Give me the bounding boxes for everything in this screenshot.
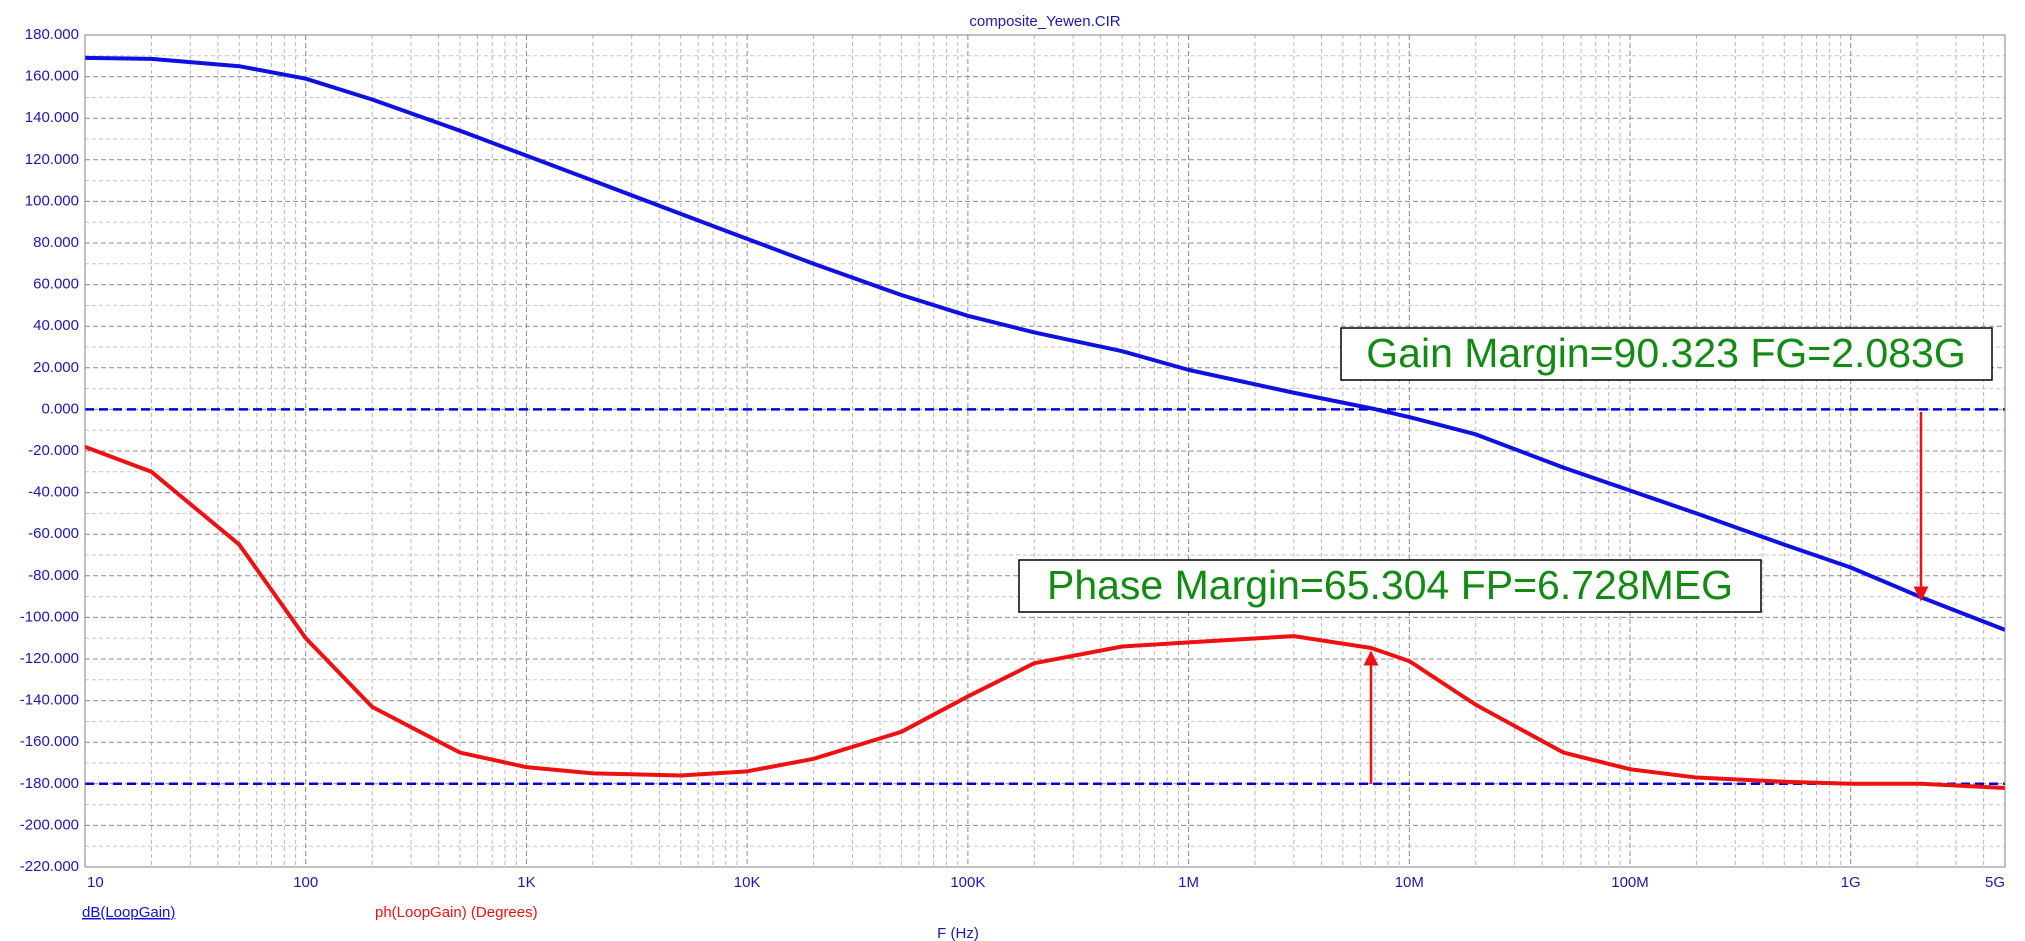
x-tick-label: 10M	[1395, 874, 1424, 891]
legend-entry: ph(LoopGain) (Degrees)	[375, 904, 538, 921]
y-tick-label: -80.000	[28, 567, 79, 584]
y-tick-label: 140.000	[25, 109, 79, 126]
x-tick-label: 1K	[517, 874, 535, 891]
y-tick-label: 120.000	[25, 151, 79, 168]
y-tick-label: -200.000	[20, 816, 79, 833]
y-tick-label: 180.000	[25, 26, 79, 43]
annotation-box	[1340, 327, 1993, 381]
y-tick-label: -20.000	[28, 442, 79, 459]
x-tick-label: 10K	[734, 874, 761, 891]
y-tick-label: 20.000	[33, 359, 79, 376]
chart-title: composite_Yewen.CIR	[969, 13, 1120, 30]
x-tick-label: 100M	[1611, 874, 1649, 891]
annotation-box	[1018, 559, 1762, 613]
grid	[84, 34, 2006, 868]
y-tick-label: 0.000	[41, 400, 79, 417]
y-tick-label: 100.000	[25, 192, 79, 209]
annotation: Gain Margin=90.323 FG=2.083G	[1366, 330, 1965, 376]
y-tick-label: -160.000	[20, 733, 79, 750]
x-tick-label: 1G	[1841, 874, 1861, 891]
x-tick-label: 10	[87, 874, 104, 891]
y-tick-label: 160.000	[25, 68, 79, 85]
y-tick-label: -60.000	[28, 525, 79, 542]
x-tick-label: 1M	[1178, 874, 1199, 891]
y-tick-label: 40.000	[33, 317, 79, 334]
y-tick-label: 60.000	[33, 276, 79, 293]
x-axis-label: F (Hz)	[937, 925, 979, 941]
series-line	[84, 444, 2006, 790]
y-tick-label: -140.000	[20, 692, 79, 709]
annotation: Phase Margin=65.304 FP=6.728MEG	[1047, 562, 1733, 608]
plot	[84, 55, 2006, 790]
y-tick-label: -120.000	[20, 650, 79, 667]
x-tick-label: 100	[293, 874, 318, 891]
legend-entry: dB(LoopGain)	[82, 904, 175, 921]
series-line	[84, 55, 2006, 632]
y-tick-label: -180.000	[20, 775, 79, 792]
x-tick-label: 5G	[1985, 874, 2005, 891]
y-tick-label: -40.000	[28, 484, 79, 501]
y-tick-label: -100.000	[20, 608, 79, 625]
y-tick-label: -220.000	[20, 858, 79, 875]
x-tick-label: 100K	[950, 874, 985, 891]
plot-frame	[84, 34, 2006, 868]
y-tick-label: 80.000	[33, 234, 79, 251]
